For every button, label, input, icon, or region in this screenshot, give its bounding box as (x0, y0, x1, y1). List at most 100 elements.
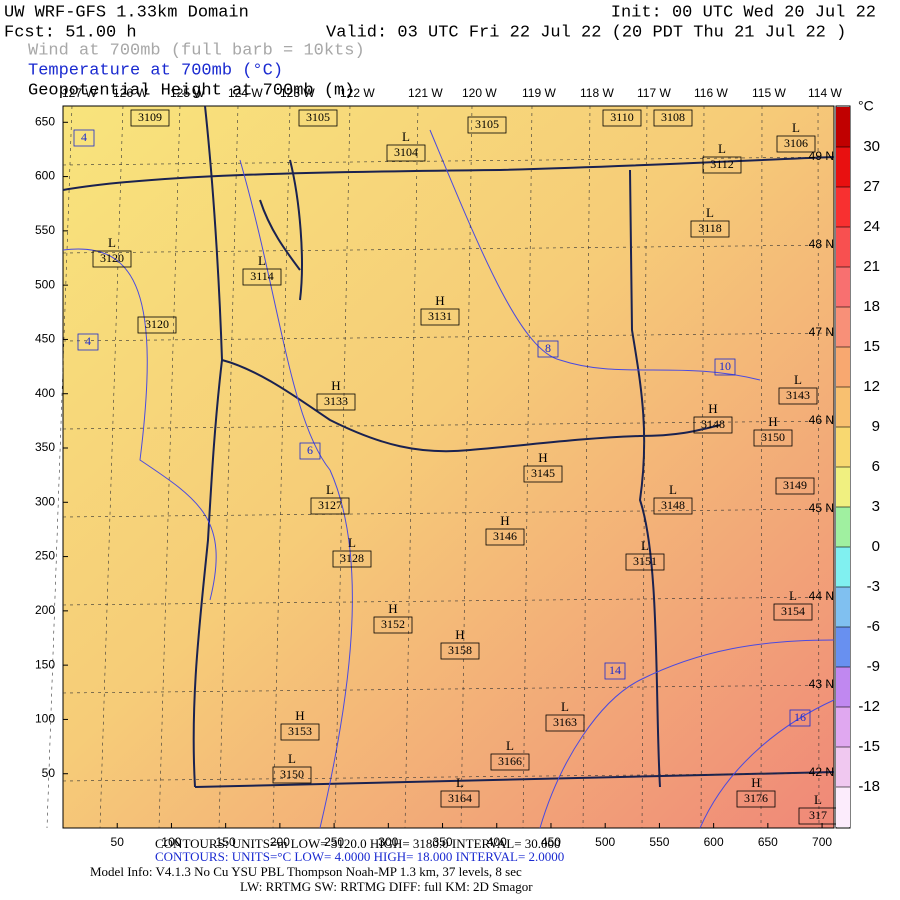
temperature-label-box (299, 442, 321, 460)
parallel (62, 684, 835, 694)
height-label-box (693, 416, 733, 434)
pressure-center-type: L (794, 372, 802, 387)
pressure-center-type: L (288, 751, 296, 766)
y-tick-label: 50 (42, 766, 56, 780)
height-label-box (602, 109, 642, 127)
temperature-label-box (77, 333, 99, 351)
height-label-box (272, 766, 312, 784)
parallel (62, 420, 835, 430)
colorbar-segment (836, 507, 850, 547)
latitude-label: 45 N (809, 501, 834, 515)
pressure-center-type: H (538, 450, 547, 465)
colorbar-tick-label: 21 (863, 258, 880, 275)
height-label: 3150 (280, 767, 304, 781)
pressure-center-type: L (792, 120, 800, 135)
height-label: 3148 (661, 498, 685, 512)
height-label: 3112 (710, 157, 734, 171)
y-tick-label: 350 (35, 440, 55, 454)
init-time: Init: 00 UTC Wed 20 Jul 22 (611, 3, 876, 22)
longitude-label: 125 W (170, 86, 205, 100)
pressure-center-type: L (641, 538, 649, 553)
meridian (460, 105, 473, 829)
forecast-hour: Fcst: 51.00 h (4, 23, 137, 42)
height-label: 3131 (428, 309, 452, 323)
pressure-center-type: L (108, 235, 116, 250)
longitude-label: 117 W (637, 86, 671, 100)
colorbar-segment (836, 347, 850, 387)
pressure-center-type: L (402, 129, 410, 144)
y-tick-label: 550 (35, 223, 55, 237)
x-tick-label: 100 (161, 835, 181, 849)
colorbar-segment (836, 627, 850, 667)
height-label: 3118 (698, 221, 722, 235)
x-tick-label: 400 (487, 835, 507, 849)
latitude-label: 42 N (809, 765, 834, 779)
meridian (99, 105, 124, 829)
colorbar-tick-label: -15 (858, 738, 880, 755)
colorbar-tick-label: 3 (872, 498, 880, 515)
colorbar-segment (836, 147, 850, 187)
height-label: 317 (809, 808, 827, 822)
height-label-box (653, 109, 693, 127)
temperature-label-box (789, 709, 811, 727)
meridian (641, 105, 648, 829)
height-label-box (753, 429, 793, 447)
colorbar-segment (836, 587, 850, 627)
pressure-center-type: H (435, 293, 444, 308)
parallel (62, 508, 835, 518)
x-tick-label: 200 (270, 835, 290, 849)
x-tick-label: 300 (378, 835, 398, 849)
height-label-box (490, 753, 530, 771)
border (62, 156, 835, 191)
height-label: 3120 (100, 251, 124, 265)
longitude-label: 120 W (462, 86, 497, 100)
temperature-label-box (537, 340, 559, 358)
colorbar-tick-label: -9 (867, 658, 880, 675)
meridian (404, 105, 419, 829)
pressure-center-type: H (768, 414, 777, 429)
pressure-center-type: L (326, 482, 334, 497)
height-label: 3104 (394, 145, 418, 159)
height-label: 3114 (250, 269, 274, 283)
temperature-label: 6 (307, 443, 313, 457)
x-tick-label: 550 (649, 835, 669, 849)
y-tick-label: 400 (35, 386, 55, 400)
height-label: 3145 (531, 466, 555, 480)
title: UW WRF-GFS 1.33km Domain (4, 3, 249, 22)
height-label-box (736, 790, 776, 808)
height-label: 3133 (324, 394, 348, 408)
temperature-label: 4 (81, 130, 87, 144)
height-label: 3164 (448, 791, 472, 805)
contour-info: CONTOURS: UNITS=°C LOW= 4.0000 HIGH= 18.… (155, 849, 564, 864)
meridian (760, 105, 763, 829)
longitude-label: 123 W (280, 86, 315, 100)
height-label: 3105 (475, 117, 499, 131)
height-label-box (310, 497, 350, 515)
meridian (817, 105, 820, 829)
x-tick-label: 650 (758, 835, 778, 849)
height-label-box (298, 109, 338, 127)
latitude-label: 44 N (809, 589, 834, 603)
longitude-label: 126 W (113, 86, 148, 100)
height-label: 3153 (288, 724, 312, 738)
field-legend: Wind at 700mb (full barb = 10kts) (28, 41, 365, 60)
colorbar-tick-label: 15 (863, 338, 880, 355)
height-label: 3143 (786, 388, 810, 402)
height-label-box (242, 268, 282, 286)
height-label-box (775, 477, 815, 495)
height-label-box (776, 135, 816, 153)
longitude-label: 115 W (752, 86, 786, 100)
colorbar-segment (836, 187, 850, 227)
height-label-box (690, 220, 730, 238)
height-label: 3158 (448, 643, 472, 657)
height-label: 3148 (701, 417, 725, 431)
state-border (194, 771, 835, 788)
y-tick-label: 200 (35, 603, 55, 617)
meridian (522, 105, 533, 829)
x-tick-label: 250 (324, 835, 344, 849)
x-tick-label: 50 (111, 835, 125, 849)
height-label: 3163 (553, 715, 577, 729)
x-tick-label: 600 (704, 835, 724, 849)
y-tick-label: 500 (35, 277, 55, 291)
y-tick-label: 150 (35, 657, 55, 671)
